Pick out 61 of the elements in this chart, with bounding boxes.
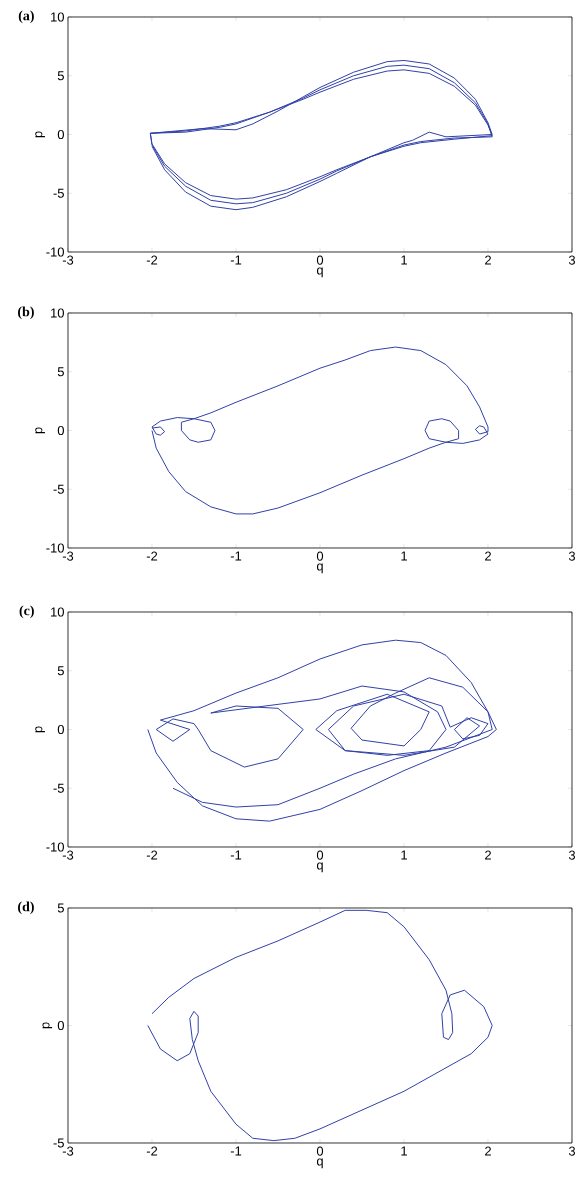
x-tick-label: 2 [485,1146,491,1156]
x-tick-label: 3 [568,255,576,265]
y-tick-label: 5 [57,666,64,676]
y-tick-label: 0 [57,425,64,436]
y-tick-label: -10 [46,842,64,852]
y-tick-label: 0 [57,129,64,140]
x-tick-label: 2 [485,850,491,860]
x-tick-label: 3 [568,551,576,561]
line-series [147,639,497,822]
x-axis-title: q [316,862,323,873]
x-axis-title: q [316,1158,323,1169]
x-tick-label: 0 [316,850,324,860]
line-series [151,346,489,515]
y-tick-label: -5 [53,484,64,494]
y-tick-label: 5 [57,71,64,81]
x-axis-title: q [316,563,323,574]
x-tick-label: 3 [568,850,576,860]
x-tick-label: -3 [62,850,74,860]
x-tick-label: 0 [316,1146,324,1156]
x-tick-label: 2 [485,255,491,265]
chart-title: (a) [18,10,34,24]
y-axis-title: p [35,726,45,733]
x-tick-label: -3 [62,255,74,265]
x-tick-label: 0 [316,255,324,265]
x-tick-label: -2 [146,255,158,265]
line-series [149,59,493,211]
y-tick-label: 10 [51,607,64,617]
y-tick-label: 0 [57,724,64,735]
y-axis-title: p [35,131,45,138]
x-tick-label: 1 [401,551,407,561]
y-axis-title: p [35,427,45,434]
x-tick-label: 1 [401,255,407,265]
y-tick-label: -5 [53,783,64,793]
x-tick-label: -1 [230,1146,242,1156]
x-tick-label: -2 [146,850,158,860]
y-axis-title: p [42,1022,53,1029]
x-tick-label: -2 [146,1146,158,1156]
x-tick-label: -1 [230,255,242,265]
y-tick-label: 5 [57,367,64,377]
chart-title: (c) [19,605,34,619]
y-tick-label: -5 [53,188,64,198]
y-tick-label: 5 [57,903,64,913]
x-axis-title: q [316,267,323,278]
y-tick-label: 0 [57,1020,64,1031]
chart-title: (b) [18,306,34,320]
chart-title: (d) [18,901,34,915]
x-tick-label: -3 [62,551,74,561]
x-tick-label: -1 [230,850,242,860]
x-tick-label: 2 [485,551,491,561]
x-tick-label: -3 [62,1146,74,1156]
y-tick-label: 10 [51,12,64,22]
y-tick-label: -5 [53,1138,64,1148]
x-tick-label: 0 [316,551,324,561]
y-tick-label: -10 [46,543,64,553]
x-tick-label: 1 [401,850,407,860]
y-tick-label: 10 [51,308,64,318]
y-tick-label: -10 [46,247,64,257]
x-tick-label: -2 [146,551,158,561]
x-tick-label: 3 [568,1146,576,1156]
x-tick-label: -1 [230,551,242,561]
x-tick-label: 1 [401,1146,407,1156]
